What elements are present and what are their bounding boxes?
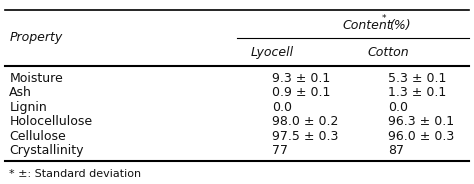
- Text: Moisture: Moisture: [9, 72, 63, 85]
- Text: Lignin: Lignin: [9, 101, 47, 114]
- Text: 77: 77: [272, 144, 288, 158]
- Text: Property: Property: [9, 31, 63, 45]
- Text: *: *: [382, 14, 387, 23]
- Text: Lyocell: Lyocell: [250, 46, 293, 59]
- Text: (%): (%): [389, 19, 411, 32]
- Text: Cellulose: Cellulose: [9, 130, 66, 143]
- Text: * ±: Standard deviation: * ±: Standard deviation: [9, 169, 142, 179]
- Text: 87: 87: [388, 144, 404, 158]
- Text: 5.3 ± 0.1: 5.3 ± 0.1: [388, 72, 447, 85]
- Text: Crystallinity: Crystallinity: [9, 144, 84, 158]
- Text: 0.9 ± 0.1: 0.9 ± 0.1: [272, 86, 330, 99]
- Text: Cotton: Cotton: [367, 46, 409, 59]
- Text: Holocellulose: Holocellulose: [9, 115, 92, 128]
- Text: 96.3 ± 0.1: 96.3 ± 0.1: [388, 115, 454, 128]
- Text: 9.3 ± 0.1: 9.3 ± 0.1: [272, 72, 330, 85]
- Text: 97.5 ± 0.3: 97.5 ± 0.3: [272, 130, 338, 143]
- Text: 96.0 ± 0.3: 96.0 ± 0.3: [388, 130, 454, 143]
- Text: 1.3 ± 0.1: 1.3 ± 0.1: [388, 86, 446, 99]
- Text: 0.0: 0.0: [272, 101, 292, 114]
- Text: Content: Content: [343, 19, 392, 32]
- Text: 98.0 ± 0.2: 98.0 ± 0.2: [272, 115, 338, 128]
- Text: Ash: Ash: [9, 86, 32, 99]
- Text: 0.0: 0.0: [388, 101, 408, 114]
